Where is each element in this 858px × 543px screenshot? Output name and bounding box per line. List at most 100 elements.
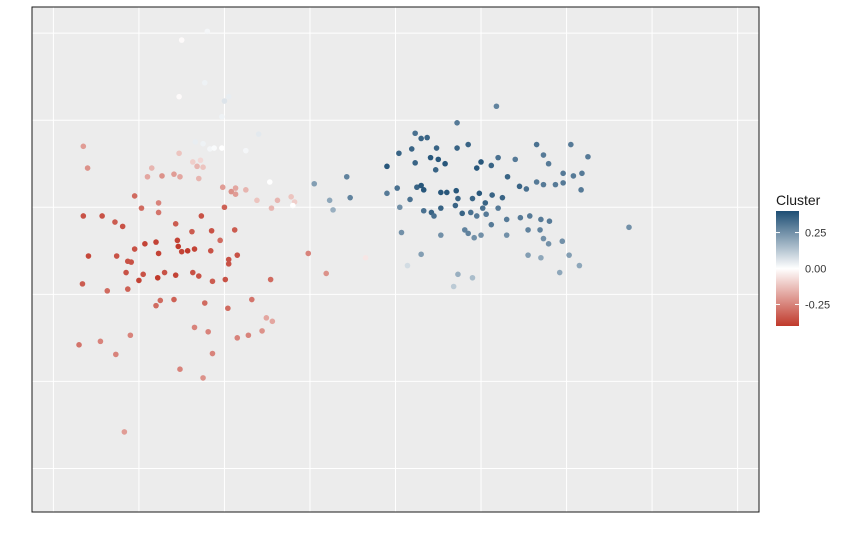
data-point: [268, 205, 275, 211]
data-point: [228, 188, 235, 195]
data-point: [200, 164, 206, 171]
data-point: [174, 237, 181, 244]
data-point: [85, 253, 92, 259]
data-point: [195, 273, 202, 279]
data-point: [231, 227, 238, 233]
data-point: [499, 194, 506, 201]
data-point: [488, 162, 495, 169]
data-point: [245, 332, 252, 339]
data-point: [465, 230, 472, 237]
data-point: [330, 207, 336, 213]
data-point: [559, 238, 566, 245]
data-point: [394, 185, 401, 191]
data-point: [533, 141, 540, 148]
data-point: [495, 205, 501, 211]
data-point: [219, 113, 225, 120]
data-point: [568, 141, 574, 148]
data-point: [171, 296, 177, 303]
data-point: [414, 184, 420, 191]
data-point: [189, 228, 195, 235]
data-point: [578, 187, 584, 193]
data-point: [97, 338, 104, 345]
data-point: [200, 140, 206, 147]
data-point: [467, 209, 474, 216]
data-point: [526, 213, 533, 219]
data-point: [362, 254, 369, 261]
data-point: [219, 145, 225, 151]
data-point: [119, 223, 126, 230]
data-point: [243, 147, 249, 154]
data-point: [545, 160, 552, 167]
data-point: [305, 250, 312, 257]
data-point: [576, 262, 583, 269]
data-point: [123, 269, 129, 276]
data-point: [113, 253, 120, 259]
data-point: [418, 182, 424, 189]
data-point: [104, 288, 111, 294]
data-point: [274, 197, 281, 204]
data-point: [232, 185, 239, 191]
data-point: [159, 173, 165, 179]
data-point: [398, 229, 405, 236]
data-point: [263, 315, 270, 321]
data-point: [504, 173, 511, 180]
data-point: [171, 171, 177, 177]
data-point: [155, 200, 162, 206]
data-point: [311, 180, 318, 187]
data-point: [560, 180, 566, 186]
data-point: [454, 120, 460, 126]
data-point: [221, 98, 228, 104]
data-point: [217, 237, 223, 244]
plot-border: [31, 6, 760, 513]
data-point: [234, 252, 241, 258]
data-point: [540, 235, 547, 242]
data-point: [424, 134, 430, 141]
data-point: [76, 342, 82, 348]
data-point: [232, 191, 239, 197]
data-point: [259, 328, 265, 334]
points-layer: [76, 28, 632, 435]
data-point: [155, 250, 162, 257]
data-point: [266, 179, 273, 185]
data-point: [175, 243, 182, 250]
legend-title: Cluster: [776, 192, 821, 208]
data-point: [172, 272, 179, 278]
data-point: [189, 159, 196, 165]
data-point: [473, 213, 480, 219]
data-point: [138, 205, 145, 211]
data-point: [495, 154, 501, 161]
data-point: [207, 247, 214, 254]
data-point: [234, 335, 241, 341]
data-point: [211, 145, 217, 151]
data-point: [290, 202, 296, 209]
data-point: [438, 189, 444, 196]
data-point: [191, 324, 198, 331]
data-point: [453, 187, 460, 194]
data-point: [450, 283, 457, 290]
data-point: [552, 181, 559, 188]
data-point: [418, 135, 424, 142]
data-point: [479, 205, 486, 211]
data-point: [154, 274, 161, 281]
data-point: [178, 248, 185, 255]
data-point: [79, 281, 86, 287]
data-point: [142, 241, 148, 247]
data-point: [128, 259, 135, 265]
legend-ticks: 0.25 0.00 -0.25: [776, 228, 830, 311]
data-point: [208, 227, 215, 234]
data-point: [626, 224, 632, 231]
data-point: [148, 165, 155, 171]
data-point: [459, 210, 466, 217]
data-point: [195, 175, 202, 182]
data-point: [418, 251, 424, 258]
data-point: [476, 190, 483, 197]
data-point: [209, 278, 216, 285]
data-point: [407, 196, 413, 203]
data-point: [538, 254, 544, 261]
data-point: [254, 197, 260, 204]
data-point: [80, 213, 87, 219]
data-point: [153, 239, 159, 245]
data-point: [155, 209, 162, 216]
grid: [32, 7, 759, 512]
data-point: [525, 252, 531, 258]
